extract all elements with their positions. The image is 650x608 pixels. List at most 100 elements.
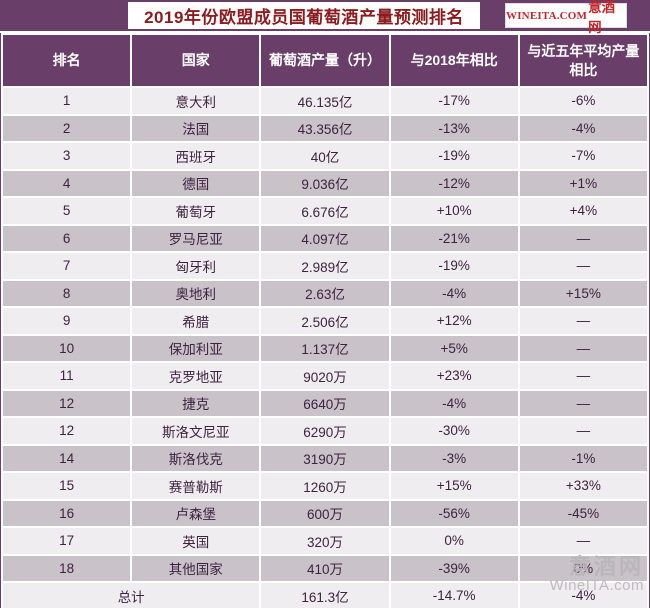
rank-cell: 4 [3, 170, 131, 196]
title-strip: 2019年份欧盟成员国葡萄酒产量预测排名 [128, 2, 480, 29]
rank-cell: 7 [3, 253, 131, 279]
production-cell: 6290万 [261, 418, 389, 444]
vs2018-cell: -39% [390, 555, 518, 581]
production-cell: 2.63亿 [261, 280, 389, 306]
vs5yr-cell: 0% [519, 555, 647, 581]
production-cell: 6.676亿 [261, 198, 389, 224]
vs5yr-cell: -45% [519, 500, 647, 526]
total-vs2018-cell: -14.7% [390, 583, 518, 608]
ranking-table-wrap: 排名 国家 葡萄酒产量（升） 与2018年相比 与近五年平均产量相比 1 意大利 4… [0, 33, 650, 608]
column-header-rank: 排名 [3, 35, 131, 86]
table-row: 16 卢森堡 600万 -56% -45% [3, 500, 647, 526]
logo-latin-text: WINEITA.COM [506, 9, 588, 22]
vs2018-cell: -19% [390, 143, 518, 169]
vs2018-cell: +23% [390, 363, 518, 389]
vs5yr-cell: — [519, 418, 647, 444]
table-row: 14 斯洛伐克 3190万 -3% -1% [3, 445, 647, 471]
table-header: 排名 国家 葡萄酒产量（升） 与2018年相比 与近五年平均产量相比 [3, 35, 647, 86]
vs2018-cell: -30% [390, 418, 518, 444]
vs2018-cell: +5% [390, 335, 518, 361]
vs5yr-cell: — [519, 528, 647, 554]
production-cell: 9020万 [261, 363, 389, 389]
column-header-production: 葡萄酒产量（升） [261, 35, 389, 86]
rank-cell: 8 [3, 280, 131, 306]
country-cell: 法国 [132, 115, 260, 141]
rank-cell: 12 [3, 390, 131, 416]
vs5yr-cell: +4% [519, 198, 647, 224]
table-row: 4 德国 9.036亿 -12% +1% [3, 170, 647, 196]
vs2018-cell: -19% [390, 253, 518, 279]
table-row: 12 斯洛文尼亚 6290万 -30% — [3, 418, 647, 444]
total-vs5yr-cell: -4% [519, 583, 647, 608]
vs2018-cell: -13% [390, 115, 518, 141]
vs2018-cell: -17% [390, 88, 518, 114]
vs2018-cell: +12% [390, 308, 518, 334]
total-label-cell: 总计 [3, 583, 260, 608]
production-cell: 46.135亿 [261, 88, 389, 114]
production-cell: 3190万 [261, 445, 389, 471]
table-row: 9 希腊 2.506亿 +12% — [3, 308, 647, 334]
table-row: 2 法国 43.356亿 -13% -4% [3, 115, 647, 141]
table-row: 11 克罗地亚 9020万 +23% — [3, 363, 647, 389]
wineita-logo: WINEITA.COM 意酒网 [505, 0, 627, 35]
vs5yr-cell: -6% [519, 88, 647, 114]
country-cell: 赛普勒斯 [132, 473, 260, 499]
country-cell: 斯洛文尼亚 [132, 418, 260, 444]
production-cell: 2.506亿 [261, 308, 389, 334]
country-cell: 葡萄牙 [132, 198, 260, 224]
country-cell: 奥地利 [132, 280, 260, 306]
page-title: 2019年份欧盟成员国葡萄酒产量预测排名 [144, 8, 464, 27]
vs5yr-cell: — [519, 253, 647, 279]
vs2018-cell: -4% [390, 390, 518, 416]
vs5yr-cell: +33% [519, 473, 647, 499]
country-cell: 罗马尼亚 [132, 225, 260, 251]
header-row: 排名 国家 葡萄酒产量（升） 与2018年相比 与近五年平均产量相比 [3, 35, 647, 86]
country-cell: 克罗地亚 [132, 363, 260, 389]
country-cell: 希腊 [132, 308, 260, 334]
rank-cell: 12 [3, 418, 131, 444]
production-cell: 320万 [261, 528, 389, 554]
production-cell: 43.356亿 [261, 115, 389, 141]
vs2018-cell: -21% [390, 225, 518, 251]
production-cell: 2.989亿 [261, 253, 389, 279]
vs2018-cell: +15% [390, 473, 518, 499]
rank-cell: 1 [3, 88, 131, 114]
total-row: 总计 161.3亿 -14.7% -4% [3, 583, 647, 608]
vs5yr-cell: — [519, 335, 647, 361]
production-cell: 40亿 [261, 143, 389, 169]
production-cell: 1260万 [261, 473, 389, 499]
rank-cell: 9 [3, 308, 131, 334]
country-cell: 捷克 [132, 390, 260, 416]
rank-cell: 6 [3, 225, 131, 251]
table-body: 1 意大利 46.135亿 -17% -6% 2 法国 43.356亿 -13% -4% 3 西班牙 4… [3, 88, 647, 608]
production-cell: 410万 [261, 555, 389, 581]
vs2018-cell: -12% [390, 170, 518, 196]
vs5yr-cell: -1% [519, 445, 647, 471]
top-banner: 2019年份欧盟成员国葡萄酒产量预测排名 WINEITA.COM 意酒网 [0, 0, 650, 35]
country-cell: 英国 [132, 528, 260, 554]
table-row: 1 意大利 46.135亿 -17% -6% [3, 88, 647, 114]
production-cell: 600万 [261, 500, 389, 526]
country-cell: 其他国家 [132, 555, 260, 581]
table-row: 18 其他国家 410万 -39% 0% [3, 555, 647, 581]
total-production-cell: 161.3亿 [261, 583, 389, 608]
country-cell: 匈牙利 [132, 253, 260, 279]
vs2018-cell: 0% [390, 528, 518, 554]
country-cell: 斯洛伐克 [132, 445, 260, 471]
table-row: 8 奥地利 2.63亿 -4% +15% [3, 280, 647, 306]
production-cell: 6640万 [261, 390, 389, 416]
country-cell: 保加利亚 [132, 335, 260, 361]
table-row: 6 罗马尼亚 4.097亿 -21% — [3, 225, 647, 251]
vs2018-cell: -3% [390, 445, 518, 471]
rank-cell: 16 [3, 500, 131, 526]
vs5yr-cell: — [519, 308, 647, 334]
rank-cell: 3 [3, 143, 131, 169]
country-cell: 德国 [132, 170, 260, 196]
table-row: 3 西班牙 40亿 -19% -7% [3, 143, 647, 169]
country-cell: 意大利 [132, 88, 260, 114]
rank-cell: 17 [3, 528, 131, 554]
table-row: 7 匈牙利 2.989亿 -19% — [3, 253, 647, 279]
table-row: 12 捷克 6640万 -4% — [3, 390, 647, 416]
logo-chinese-text: 意酒网 [588, 0, 616, 35]
